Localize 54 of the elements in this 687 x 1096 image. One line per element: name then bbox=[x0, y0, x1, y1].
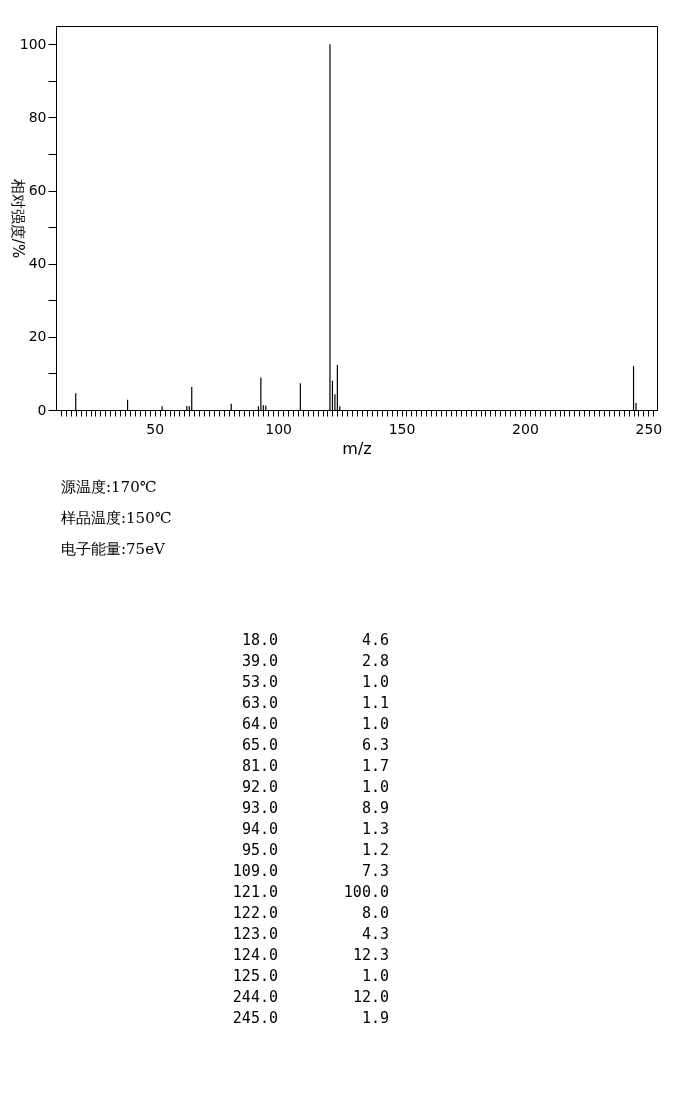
text: 92.0 bbox=[241, 778, 278, 796]
text: 245.0 bbox=[232, 1009, 278, 1027]
text: 1.7 bbox=[361, 757, 389, 775]
x-tick-label: 200 bbox=[512, 420, 539, 437]
text: 64.0 bbox=[241, 715, 278, 733]
text: 8.0 bbox=[361, 904, 389, 922]
text: 1.0 bbox=[361, 715, 389, 733]
text: 53.0 bbox=[241, 673, 278, 691]
x-axis-title: m/z bbox=[342, 438, 372, 458]
text: 8.9 bbox=[361, 799, 389, 817]
x-tick-label: 100 bbox=[265, 420, 292, 437]
text: 12.3 bbox=[352, 946, 389, 964]
text: 源温度:170℃ bbox=[61, 478, 157, 496]
text: 65.0 bbox=[241, 736, 278, 754]
text: 94.0 bbox=[241, 820, 278, 838]
text: 4.3 bbox=[361, 925, 389, 943]
y-tick-label: 60 bbox=[28, 182, 47, 199]
text: 7.3 bbox=[361, 862, 389, 880]
text: 124.0 bbox=[232, 946, 278, 964]
text: 121.0 bbox=[232, 883, 278, 901]
text: 63.0 bbox=[241, 694, 278, 712]
text: 1.0 bbox=[361, 967, 389, 985]
text: 1.9 bbox=[361, 1009, 389, 1027]
text: 93.0 bbox=[241, 799, 278, 817]
text: 109.0 bbox=[232, 862, 278, 880]
text: 1.0 bbox=[361, 673, 389, 691]
text: 6.3 bbox=[361, 736, 389, 754]
text: 125.0 bbox=[232, 967, 278, 985]
text: 100.0 bbox=[343, 883, 389, 901]
y-tick-label: 0 bbox=[37, 401, 47, 418]
y-tick-label: 100 bbox=[19, 35, 47, 52]
y-tick-label: 20 bbox=[28, 328, 47, 345]
y-axis-title: 相对强度/% bbox=[8, 178, 27, 259]
text: 12.0 bbox=[352, 988, 389, 1006]
text: 95.0 bbox=[241, 841, 278, 859]
text: 样品温度:150℃ bbox=[61, 509, 172, 527]
text: 1.0 bbox=[361, 778, 389, 796]
text: 39.0 bbox=[241, 652, 278, 670]
text: 81.0 bbox=[241, 757, 278, 775]
x-tick-label: 150 bbox=[388, 420, 416, 437]
y-tick-label: 80 bbox=[28, 108, 47, 125]
x-tick-label: 250 bbox=[635, 420, 663, 437]
text: 244.0 bbox=[232, 988, 278, 1006]
x-tick-label: 50 bbox=[146, 420, 165, 437]
text: 1.1 bbox=[361, 694, 389, 712]
text: 4.6 bbox=[361, 631, 389, 649]
text: 122.0 bbox=[232, 904, 278, 922]
y-tick-label: 40 bbox=[28, 255, 47, 272]
text: 1.2 bbox=[361, 841, 389, 859]
text: 123.0 bbox=[232, 925, 278, 943]
text: 2.8 bbox=[361, 652, 389, 670]
text: 1.3 bbox=[361, 820, 389, 838]
text: 电子能量:75eV bbox=[61, 540, 167, 558]
text: 18.0 bbox=[241, 631, 278, 649]
